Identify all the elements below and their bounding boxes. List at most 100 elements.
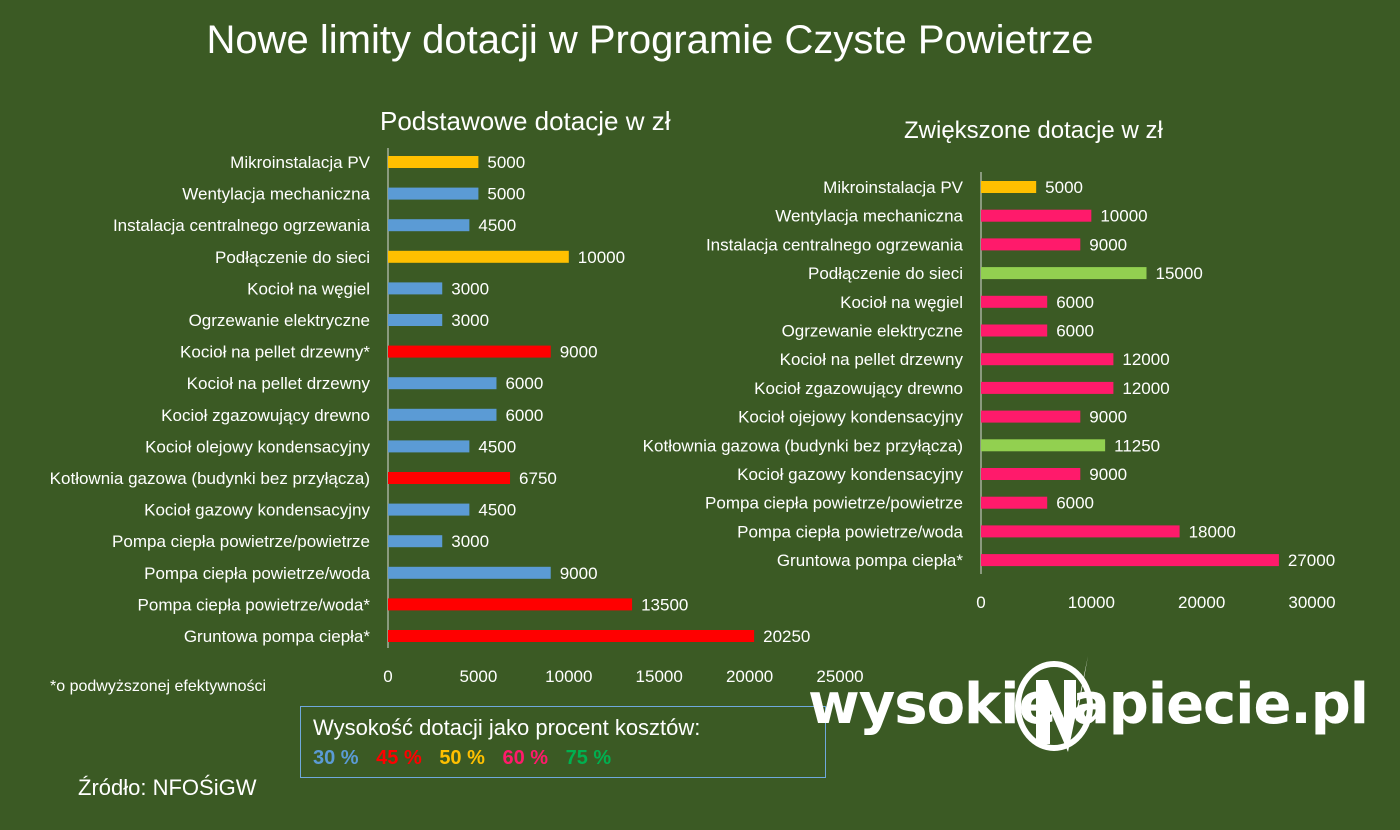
category-label: Gruntowa pompa ciepła* [184, 627, 371, 646]
category-label: Kocioł na węgiel [247, 279, 370, 298]
bar [388, 314, 443, 326]
category-label: Kocioł gazowy kondensacyjny [144, 501, 370, 520]
bar [388, 566, 551, 579]
x-tick-label: 20000 [726, 667, 773, 686]
x-tick-label: 10000 [545, 667, 592, 686]
data-label: 9000 [1089, 235, 1127, 254]
data-label: 9000 [560, 564, 598, 583]
bar [981, 324, 1048, 337]
data-label: 3000 [451, 311, 489, 330]
data-label: 12000 [1122, 350, 1169, 369]
data-label: 10000 [1100, 207, 1147, 226]
x-tick-label: 10000 [1068, 593, 1115, 612]
data-label: 11250 [1114, 436, 1160, 455]
category-label: Kocioł zgazowujący drewno [754, 379, 963, 398]
category-label: Pompa ciepła powietrze/woda [737, 522, 963, 541]
bar [388, 187, 479, 200]
x-tick-label: 15000 [636, 667, 683, 686]
bar [981, 468, 1081, 480]
bar [981, 554, 1279, 567]
bar [388, 377, 497, 390]
bar [981, 439, 1106, 452]
bar [981, 238, 1081, 251]
chart-basic-subsidies: Podstawowe dotacje w zł Mikroinstalacja P… [50, 106, 864, 686]
bar [388, 156, 479, 168]
brand-logo: wysokie apiecie.pl [808, 650, 1369, 760]
brand-text-right: apiecie.pl [1072, 672, 1369, 737]
category-label: Wentylacja mechaniczna [182, 185, 370, 204]
bar [388, 598, 633, 611]
chart-title: Zwiększone dotacje w zł [904, 117, 1163, 144]
category-label: Pompa ciepła powietrze/powietrze [112, 532, 370, 551]
data-label: 6750 [519, 469, 557, 488]
category-label: Gruntowa pompa ciepła* [777, 551, 964, 570]
data-label: 13500 [641, 595, 688, 614]
bar [388, 503, 470, 516]
category-label: Kocioł na pellet drzewny [780, 350, 964, 369]
footnote: *o podwyższonej efektywności [50, 678, 267, 695]
bar [981, 267, 1147, 280]
bar [981, 181, 1037, 193]
category-label: Pompa ciepła powietrze/woda* [138, 595, 371, 614]
x-tick-label: 25000 [816, 667, 863, 686]
bar [981, 525, 1180, 538]
category-label: Kocioł na węgiel [840, 293, 963, 312]
data-label: 9000 [1089, 465, 1127, 484]
data-label: 6000 [505, 406, 543, 425]
data-label: 9000 [1089, 408, 1127, 427]
bar [981, 410, 1081, 423]
bar [388, 345, 551, 358]
data-label: 5000 [487, 185, 525, 204]
data-label: 3000 [451, 532, 489, 551]
data-label: 27000 [1288, 551, 1335, 570]
bar [981, 209, 1092, 222]
chart-title: Podstawowe dotacje w zł [380, 106, 671, 136]
data-label: 6000 [1056, 293, 1094, 312]
bar [388, 535, 443, 548]
category-label: Mikroinstalacja PV [230, 153, 370, 172]
category-label: Kocioł na pellet drzewny [187, 374, 371, 393]
data-label: 3000 [451, 279, 489, 298]
bar [388, 219, 470, 232]
data-label: 18000 [1189, 522, 1236, 541]
legend-title: Wysokość dotacji jako procent kosztów: [313, 715, 701, 740]
data-label: 6000 [1056, 494, 1094, 513]
category-label: Kocioł zgazowujący drewno [161, 406, 370, 425]
legend-item-45: 45 % [376, 747, 422, 769]
category-label: Kocioł gazowy kondensacyjny [737, 465, 963, 484]
bar [388, 282, 443, 295]
bar [388, 630, 755, 642]
category-label: Pompa ciepła powietrze/woda [144, 564, 370, 583]
bar [388, 440, 470, 453]
data-label: 15000 [1156, 264, 1203, 283]
main-title: Nowe limity dotacji w Programie Czyste P… [206, 18, 1094, 62]
legend-item-30: 30 % [313, 747, 359, 769]
bar [981, 353, 1114, 366]
data-label: 10000 [578, 248, 625, 267]
category-label: Ogrzewanie elektryczne [189, 311, 370, 330]
category-label: Podłączenie do sieci [215, 248, 370, 267]
legend-item-50: 50 % [439, 747, 485, 769]
legend-item-75: 75 % [565, 747, 612, 769]
x-tick-label: 5000 [459, 667, 497, 686]
x-tick-label: 30000 [1288, 593, 1335, 612]
category-label: Ogrzewanie elektryczne [782, 322, 963, 341]
x-tick-label: 0 [383, 667, 392, 686]
category-label: Mikroinstalacja PV [823, 178, 963, 197]
bar [388, 250, 569, 263]
data-label: 5000 [487, 153, 525, 172]
bar [981, 496, 1048, 509]
data-label: 4500 [478, 216, 516, 235]
data-label: 4500 [478, 437, 516, 456]
category-label: Instalacja centralnego ogrzewania [706, 235, 964, 254]
category-label: Kocioł olejowy kondensacyjny [145, 437, 370, 456]
category-label: Kotłownia gazowa (budynki bez przyłącza) [50, 469, 370, 488]
lightning-bolt-icon [1015, 656, 1093, 752]
category-label: Kotłownia gazowa (budynki bez przyłącza) [643, 436, 963, 455]
legend-item-60: 60 % [502, 747, 549, 769]
category-label: Instalacja centralnego ogrzewania [113, 216, 371, 235]
category-label: Pompa ciepła powietrze/powietrze [705, 494, 963, 513]
category-label: Kocioł ojejowy kondensacyjny [738, 408, 963, 427]
category-label: Podłączenie do sieci [808, 264, 963, 283]
data-label: 6000 [505, 374, 543, 393]
